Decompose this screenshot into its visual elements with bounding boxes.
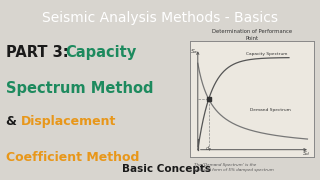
- Text: Demand Spectrum: Demand Spectrum: [250, 107, 290, 112]
- Text: ▪ Performance Point: ▪ Performance Point: [194, 142, 238, 146]
- Text: Basic Concepts: Basic Concepts: [122, 164, 211, 174]
- Text: Capacity Spectrum: Capacity Spectrum: [246, 52, 287, 56]
- Text: PART 3:: PART 3:: [6, 45, 74, 60]
- Text: Determination of Performance
Point: Determination of Performance Point: [212, 29, 292, 40]
- Text: $d_p$: $d_p$: [205, 145, 212, 156]
- Text: Coefficient Method: Coefficient Method: [6, 151, 140, 164]
- Text: Capacity: Capacity: [66, 45, 137, 60]
- Text: Displacement: Displacement: [21, 115, 116, 128]
- Text: &: &: [6, 115, 22, 128]
- Text: $S_d$: $S_d$: [302, 149, 311, 158]
- Text: The 'Demand Spectrum' is the
reduced form of 5% damped spectrum: The 'Demand Spectrum' is the reduced for…: [194, 163, 273, 172]
- Text: Spectrum Method: Spectrum Method: [6, 82, 154, 96]
- Text: Seismic Analysis Methods - Basics: Seismic Analysis Methods - Basics: [42, 11, 278, 24]
- Text: $S_a$: $S_a$: [190, 47, 198, 56]
